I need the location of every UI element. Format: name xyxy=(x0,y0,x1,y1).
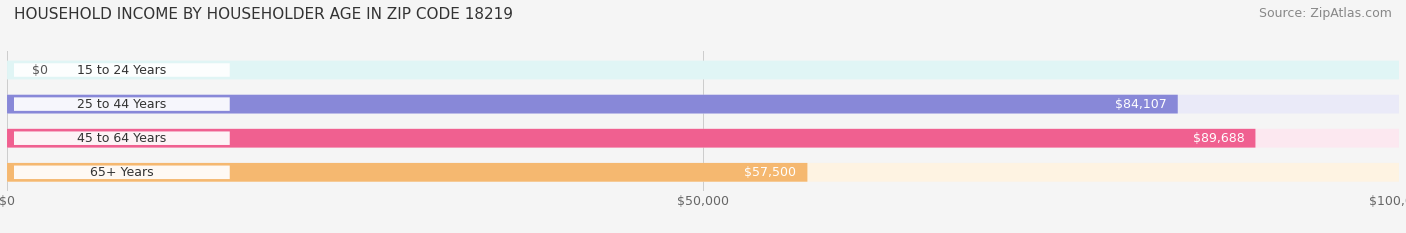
Text: 25 to 44 Years: 25 to 44 Years xyxy=(77,98,166,111)
FancyBboxPatch shape xyxy=(7,129,1399,147)
FancyBboxPatch shape xyxy=(14,63,229,77)
Text: HOUSEHOLD INCOME BY HOUSEHOLDER AGE IN ZIP CODE 18219: HOUSEHOLD INCOME BY HOUSEHOLDER AGE IN Z… xyxy=(14,7,513,22)
FancyBboxPatch shape xyxy=(7,61,1399,79)
Text: $89,688: $89,688 xyxy=(1192,132,1244,145)
FancyBboxPatch shape xyxy=(7,163,807,182)
FancyBboxPatch shape xyxy=(7,129,1256,147)
Text: $57,500: $57,500 xyxy=(744,166,796,179)
Text: $0: $0 xyxy=(32,64,48,76)
Text: 65+ Years: 65+ Years xyxy=(90,166,153,179)
FancyBboxPatch shape xyxy=(7,95,1178,113)
FancyBboxPatch shape xyxy=(14,131,229,145)
Text: Source: ZipAtlas.com: Source: ZipAtlas.com xyxy=(1258,7,1392,20)
FancyBboxPatch shape xyxy=(7,163,1399,182)
FancyBboxPatch shape xyxy=(14,166,229,179)
FancyBboxPatch shape xyxy=(7,95,1399,113)
FancyBboxPatch shape xyxy=(14,97,229,111)
Text: 15 to 24 Years: 15 to 24 Years xyxy=(77,64,166,76)
Text: $84,107: $84,107 xyxy=(1115,98,1167,111)
Text: 45 to 64 Years: 45 to 64 Years xyxy=(77,132,166,145)
